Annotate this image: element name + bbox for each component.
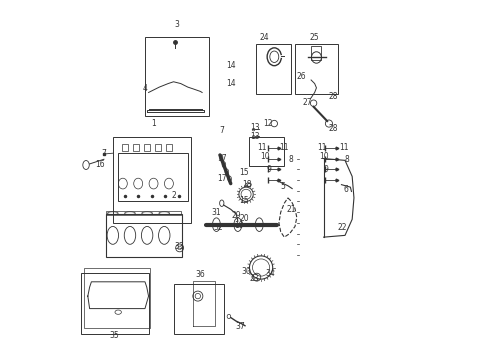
Text: 13: 13 (250, 132, 260, 141)
Text: 18: 18 (243, 180, 252, 189)
Text: 4: 4 (143, 84, 147, 93)
Text: 30: 30 (241, 267, 251, 276)
Text: 23: 23 (250, 274, 260, 283)
Bar (312, 46, 321, 60)
Text: 14: 14 (226, 61, 236, 70)
Bar (144, 144, 150, 152)
Text: 17: 17 (217, 174, 226, 183)
Bar (133, 144, 139, 152)
Bar (81, 273, 148, 334)
Text: 11: 11 (317, 143, 326, 152)
Text: 14: 14 (226, 79, 236, 88)
Text: 15: 15 (239, 168, 249, 177)
Text: 17: 17 (217, 154, 226, 163)
Text: 7: 7 (101, 149, 106, 158)
Bar (118, 153, 188, 202)
Text: 21: 21 (287, 205, 296, 214)
Text: 20: 20 (239, 214, 249, 223)
Text: 10: 10 (319, 152, 328, 161)
Bar (248, 137, 284, 166)
Text: 1: 1 (151, 119, 156, 128)
Bar (84, 267, 150, 328)
Bar (173, 284, 223, 334)
Text: 6: 6 (343, 185, 348, 194)
Text: 11: 11 (279, 143, 288, 152)
Text: 8: 8 (288, 155, 293, 164)
Text: 25: 25 (310, 33, 319, 42)
Bar (145, 37, 209, 116)
Text: 7: 7 (220, 126, 224, 135)
Bar (106, 211, 181, 215)
Text: 26: 26 (296, 72, 306, 81)
Text: 35: 35 (110, 331, 120, 340)
Bar (122, 144, 128, 152)
Text: 37: 37 (236, 322, 245, 331)
Text: 9: 9 (323, 165, 328, 174)
Text: 28: 28 (329, 91, 338, 100)
Text: 11: 11 (339, 143, 348, 152)
Text: 28: 28 (329, 124, 338, 133)
Text: 2: 2 (171, 190, 176, 199)
Text: 15: 15 (239, 196, 249, 205)
Text: 13: 13 (250, 123, 260, 132)
Text: 31: 31 (212, 208, 221, 217)
Text: 24: 24 (260, 33, 270, 42)
Text: 22: 22 (338, 222, 347, 231)
Text: 8: 8 (344, 155, 349, 164)
Bar (256, 44, 292, 94)
Bar (295, 44, 338, 94)
Text: 9: 9 (267, 165, 271, 174)
Text: 16: 16 (95, 160, 104, 169)
Text: 34: 34 (266, 269, 275, 278)
Text: 29: 29 (231, 211, 241, 220)
Text: 3: 3 (175, 20, 179, 29)
Bar (113, 137, 192, 223)
Text: 5: 5 (280, 182, 285, 191)
Text: 19: 19 (235, 221, 244, 230)
Text: 10: 10 (260, 152, 270, 161)
Text: 32: 32 (214, 222, 223, 231)
Text: 27: 27 (302, 98, 312, 107)
Bar (166, 144, 172, 152)
Bar (155, 144, 161, 152)
Bar (106, 214, 182, 257)
Text: 11: 11 (257, 143, 267, 152)
Text: 33: 33 (174, 242, 184, 251)
Text: 36: 36 (196, 270, 205, 279)
Text: 12: 12 (264, 119, 273, 128)
